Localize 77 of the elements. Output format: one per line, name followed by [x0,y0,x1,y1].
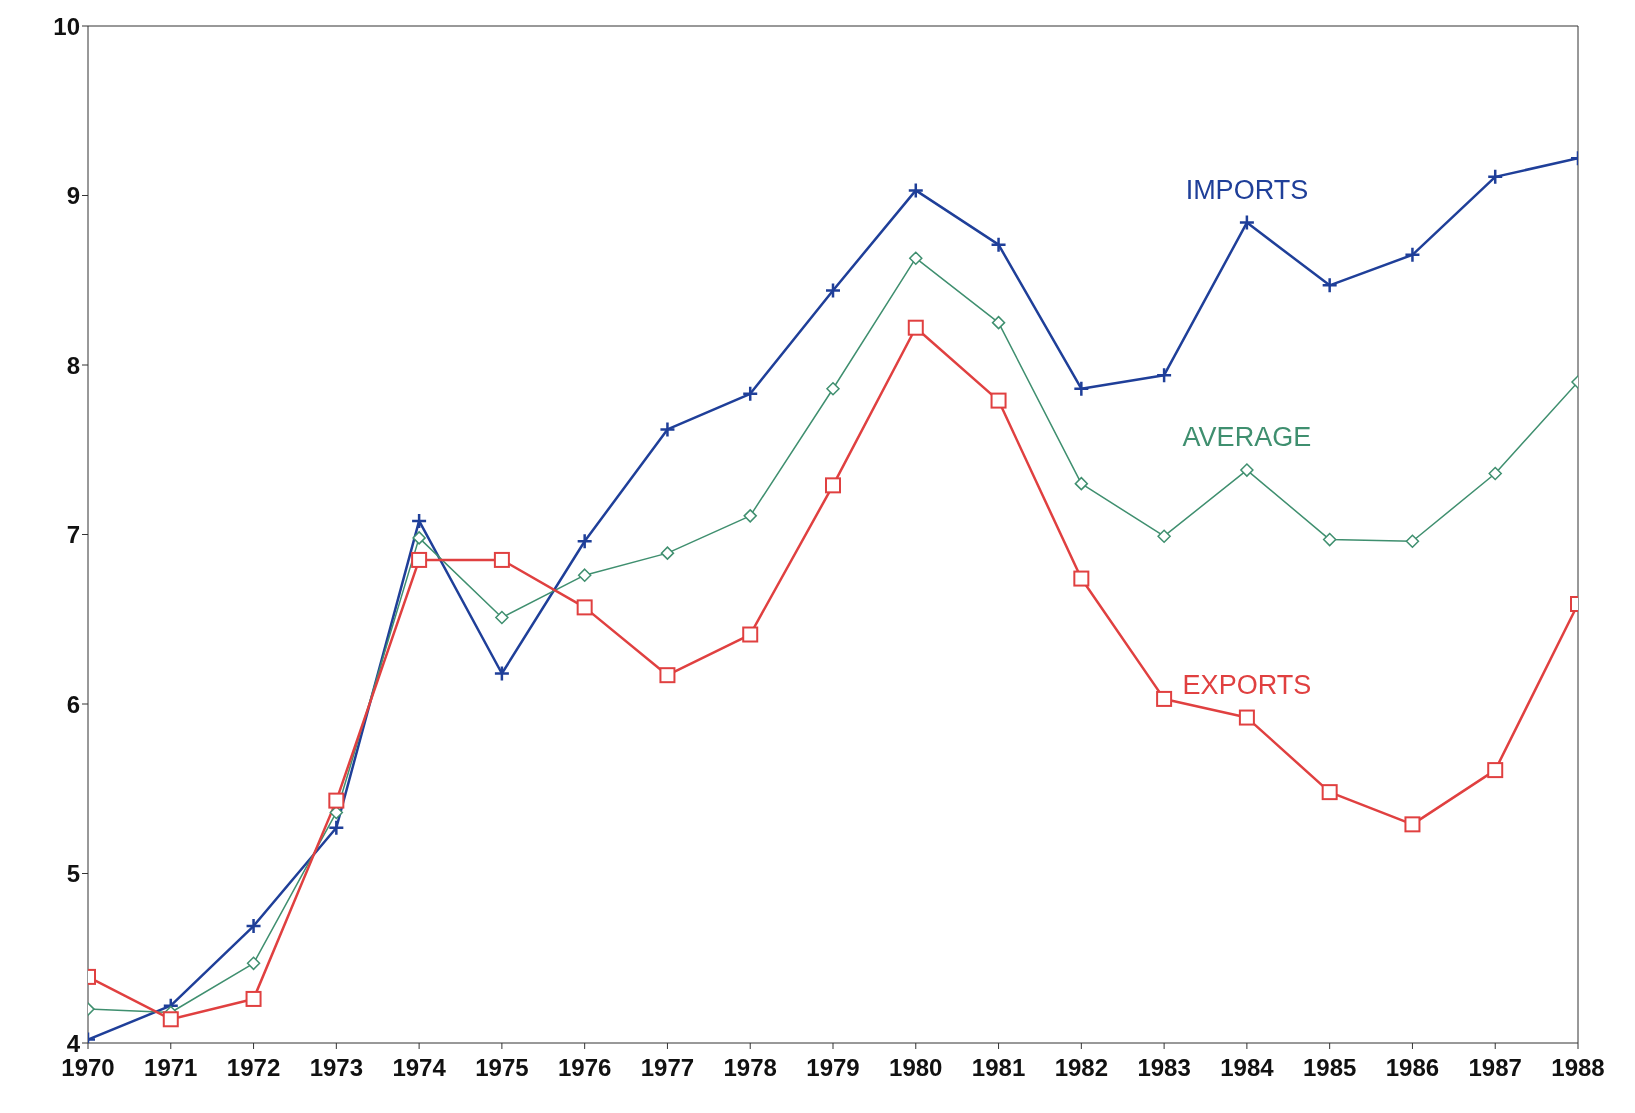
point [1156,690,1173,707]
point [824,282,842,299]
point [907,319,924,336]
point [1238,709,1255,726]
x-tick-label: 1974 [392,1054,447,1082]
x-tick-label: 1977 [640,1054,695,1082]
x-tick-label: 1972 [226,1054,281,1082]
y-tick-label: 6 [66,690,80,718]
x-tick-label: 1970 [61,1054,115,1082]
x-tick-label: 1975 [475,1054,529,1082]
x-tick-label: 1982 [1054,1054,1109,1082]
x-tick-label: 1979 [806,1054,860,1082]
point [1155,366,1173,384]
point [1486,168,1504,186]
point [245,917,262,935]
series-label: IMPORTS [1185,174,1309,205]
point [1073,380,1090,397]
point [742,626,759,643]
y-tick-label: 10 [53,12,80,40]
point [990,236,1007,253]
point [990,392,1007,409]
point [1404,246,1421,264]
y-tick-label: 8 [66,351,80,379]
point [245,990,262,1007]
point [1240,463,1254,477]
point [741,385,759,403]
point [162,1011,179,1028]
point [1074,476,1089,491]
point [493,665,511,682]
point [1321,277,1338,294]
x-tick-label: 1980 [889,1054,943,1082]
x-tick-label: 1976 [557,1054,612,1082]
y-tick-label: 9 [66,182,80,210]
point [1073,570,1090,587]
point [660,546,675,560]
point [909,251,923,265]
point [412,531,426,545]
point [1405,534,1420,549]
point [1321,784,1338,801]
point [1322,532,1337,547]
point [659,667,676,684]
x-tick-label: 1987 [1468,1054,1522,1082]
point [825,477,841,494]
point [328,819,345,836]
x-tick-label: 1984 [1220,1054,1275,1082]
point [659,421,676,438]
point [1488,466,1502,481]
point [991,315,1006,330]
x-tick-label: 1973 [309,1054,364,1082]
point [1157,529,1171,543]
x-tick-label: 1971 [144,1054,198,1082]
point [328,792,345,809]
x-tick-label: 1985 [1302,1054,1357,1082]
point [907,182,925,199]
point [576,533,593,550]
x-tick-label: 1978 [723,1054,777,1082]
y-tick-label: 5 [66,860,80,888]
x-tick-label: 1983 [1137,1054,1191,1082]
point [495,610,509,625]
series-label: EXPORTS [1182,669,1312,700]
point [493,551,510,568]
point [246,956,261,971]
point [826,381,840,396]
point [1404,816,1421,833]
x-tick-label: 1986 [1385,1054,1440,1082]
x-tick-label: 1988 [1551,1054,1605,1082]
point [1487,762,1504,779]
y-tick-label: 4 [66,1029,81,1057]
point [411,551,428,568]
point [410,512,428,530]
y-tick-label: 7 [66,521,80,549]
series-label: AVERAGE [1182,422,1312,453]
point [1238,214,1256,231]
point [743,509,757,523]
x-tick-label: 1981 [971,1054,1026,1082]
point [576,599,593,616]
point [577,568,592,582]
